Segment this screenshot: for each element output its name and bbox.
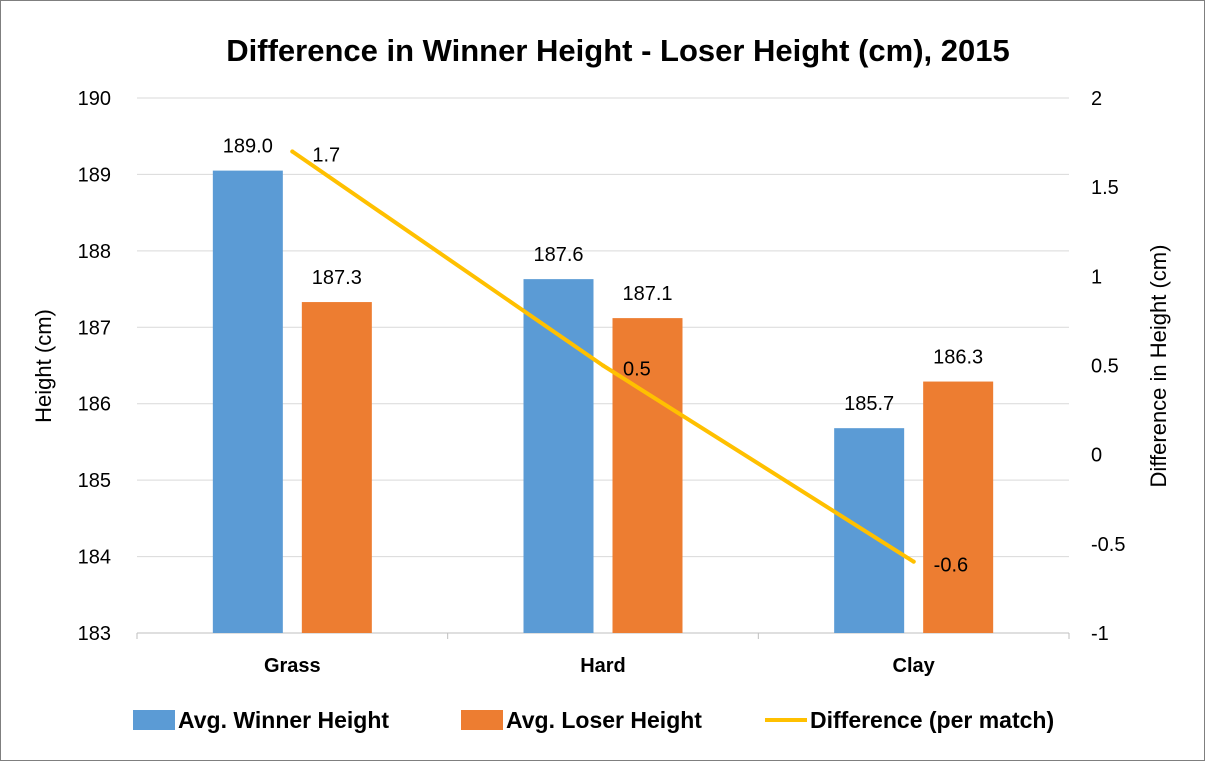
y-tick-label: 187 xyxy=(78,317,111,339)
y2-tick-label: -0.5 xyxy=(1091,534,1125,556)
data-label: 186.3 xyxy=(933,347,983,369)
line-point xyxy=(601,363,605,368)
bar xyxy=(301,302,372,633)
data-label: -0.6 xyxy=(934,555,968,577)
y-tick-label: 189 xyxy=(78,164,111,186)
x-tick-label: Clay xyxy=(893,655,936,677)
bar xyxy=(523,279,594,633)
y2-tick-label: 1 xyxy=(1091,266,1102,288)
y-axis-title: Height (cm) xyxy=(31,309,56,423)
y-tick-label: 190 xyxy=(78,88,111,110)
legend-swatch xyxy=(133,710,175,730)
x-tick-label: Grass xyxy=(264,655,321,677)
bar xyxy=(612,318,683,633)
y-tick-label: 185 xyxy=(78,470,111,492)
bar xyxy=(834,428,905,633)
data-label: 187.3 xyxy=(312,267,362,289)
bar xyxy=(923,381,994,633)
data-label: 187.1 xyxy=(622,283,672,305)
y2-axis-title: Difference in Height (cm) xyxy=(1146,245,1171,488)
bar xyxy=(212,170,283,633)
x-tick-label: Hard xyxy=(580,655,626,677)
y2-tick-label: 0.5 xyxy=(1091,356,1119,378)
legend-label: Avg. Loser Height xyxy=(506,707,702,733)
y-tick-label: 186 xyxy=(78,394,111,416)
line-point xyxy=(290,149,295,154)
legend-swatch xyxy=(461,710,503,730)
chart-title: Difference in Winner Height - Loser Heig… xyxy=(226,33,1009,68)
data-label: 1.7 xyxy=(312,145,340,167)
y2-tick-label: 2 xyxy=(1091,88,1102,110)
data-label: 185.7 xyxy=(844,393,894,415)
data-label: 0.5 xyxy=(623,359,651,381)
series-line xyxy=(290,149,916,564)
legend-label: Difference (per match) xyxy=(810,707,1054,733)
legend-label: Avg. Winner Height xyxy=(178,707,389,733)
y-tick-label: 188 xyxy=(78,241,111,263)
y2-tick-label: -1 xyxy=(1091,623,1109,645)
y2-tick-label: 0 xyxy=(1091,445,1102,467)
data-label: 187.6 xyxy=(533,244,583,266)
line-point xyxy=(911,559,916,564)
y-tick-label: 183 xyxy=(78,623,111,645)
y-tick-label: 184 xyxy=(78,547,111,569)
data-label: 189.0 xyxy=(223,136,273,158)
y2-tick-label: 1.5 xyxy=(1091,177,1119,199)
